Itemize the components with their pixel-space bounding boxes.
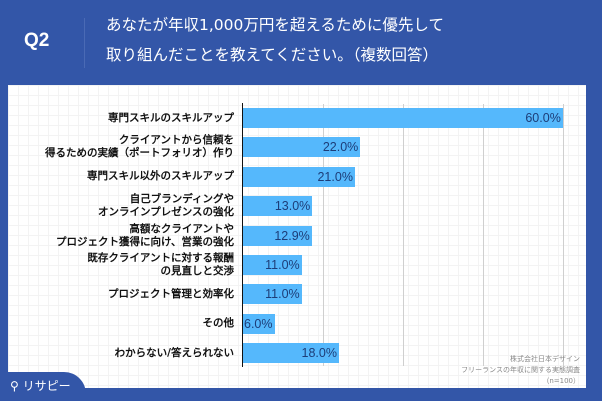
source-sample-size: （n=100） bbox=[542, 377, 580, 385]
category-label: 高額なクライアントや プロジェクト獲得に向け、営業の強化 bbox=[56, 223, 234, 249]
category-label-line: 既存クライアントに対する報酬 bbox=[87, 252, 234, 264]
logo-text: リサピー bbox=[22, 379, 71, 393]
value-label: 60.0% bbox=[525, 111, 561, 125]
gridline bbox=[322, 104, 324, 366]
category-label-line: その他 bbox=[202, 317, 235, 330]
bar bbox=[243, 137, 361, 158]
bar bbox=[243, 108, 563, 128]
gridline bbox=[562, 104, 564, 366]
category-label-line: 高額なクライアントや bbox=[129, 222, 234, 235]
category-label-line: オンラインプレゼンスの強化 bbox=[98, 206, 234, 219]
brand-logo: ⚲ リサピー bbox=[0, 372, 86, 401]
page-title: あなたが年収1,000万円を超えるために優先して 取り組んだことを教えてください… bbox=[106, 10, 586, 70]
value-label: 21.0% bbox=[317, 169, 353, 184]
category-label-line: プロジェクト獲得に向け、営業の強化 bbox=[56, 235, 234, 248]
category-label-line: の見直しと交渉 bbox=[160, 265, 235, 277]
category-label-line: プロジェクト管理と効率化 bbox=[108, 287, 234, 300]
source-company: 株式会社日本デザイン bbox=[510, 355, 580, 363]
category-label: わからない/答えられない bbox=[115, 347, 234, 360]
bar bbox=[243, 255, 302, 275]
value-label: 22.0% bbox=[322, 140, 359, 155]
category-label: 自己ブランディングや オンラインプレゼンスの強化 bbox=[98, 193, 234, 219]
source-note: 株式会社日本デザイン フリーランスの年収に関する実態調査 （n=100） bbox=[461, 354, 580, 387]
category-label: クライアントから信頼を 得るための実績（ポートフォリオ）作り bbox=[45, 134, 234, 160]
category-label: 既存クライアントに対する報酬 の見直しと交渉 bbox=[87, 252, 234, 278]
category-label: 専門スキル以外のスキルアップ bbox=[87, 170, 234, 183]
bar bbox=[243, 166, 355, 187]
title-line-1: あなたが年収1,000万円を超えるために優先して bbox=[106, 16, 444, 34]
y-axis bbox=[242, 103, 243, 367]
category-label: 専門スキルのスキルアップ bbox=[108, 112, 234, 125]
bar bbox=[243, 225, 312, 246]
title-line-2: 取り組んだことを教えてください。（複数回答） bbox=[106, 46, 439, 64]
category-label-line: 自己ブランディングや bbox=[129, 193, 234, 206]
value-label: 13.0% bbox=[274, 199, 311, 214]
category-label-line: クライアントから信頼を bbox=[118, 134, 234, 147]
category-label: その他 bbox=[203, 317, 235, 330]
category-label-line: 得るための実績（ポートフォリオ）作り bbox=[45, 147, 234, 160]
header-divider bbox=[84, 18, 85, 68]
bar bbox=[243, 196, 313, 217]
value-label: 11.0% bbox=[265, 287, 300, 302]
gridline bbox=[402, 104, 404, 366]
value-label: 6.0% bbox=[244, 316, 273, 331]
value-label: 12.9% bbox=[274, 228, 310, 243]
category-label: プロジェクト管理と効率化 bbox=[108, 288, 234, 301]
pin-icon: ⚲ bbox=[10, 379, 19, 393]
question-number: Q2 bbox=[24, 30, 50, 51]
category-label-line: 専門スキルのスキルアップ bbox=[108, 111, 234, 124]
bar bbox=[243, 313, 275, 334]
bar bbox=[243, 284, 302, 305]
bar bbox=[243, 343, 339, 364]
category-label-line: 専門スキル以外のスキルアップ bbox=[87, 170, 234, 183]
value-label: 18.0% bbox=[301, 346, 337, 361]
gridline bbox=[482, 104, 484, 366]
source-survey: フリーランスの年収に関する実態調査 bbox=[461, 366, 580, 374]
category-label-line: わからない/答えられない bbox=[114, 346, 234, 359]
value-label: 11.0% bbox=[265, 258, 300, 272]
